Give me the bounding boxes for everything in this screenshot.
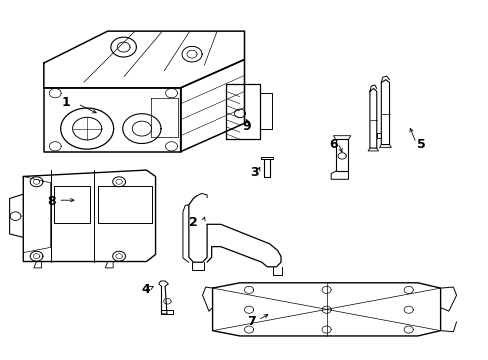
Text: 7: 7 [247,315,256,328]
Text: 9: 9 [242,120,251,133]
Text: 6: 6 [329,138,338,151]
Text: 3: 3 [249,166,258,179]
Text: 8: 8 [47,195,55,208]
Text: 2: 2 [189,216,198,229]
Text: 5: 5 [416,138,425,151]
Text: 1: 1 [61,95,70,108]
Text: 4: 4 [141,283,149,296]
